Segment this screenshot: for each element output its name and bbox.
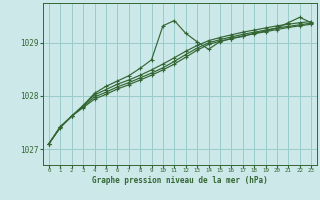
X-axis label: Graphe pression niveau de la mer (hPa): Graphe pression niveau de la mer (hPa) [92, 176, 268, 185]
